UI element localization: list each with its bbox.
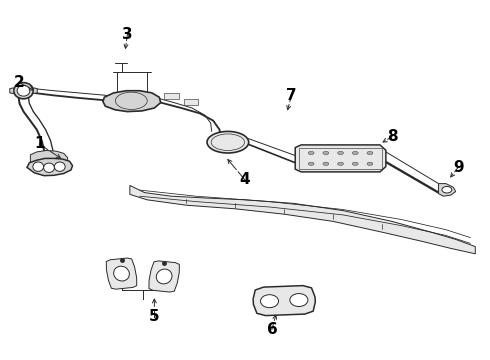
Polygon shape bbox=[30, 150, 68, 163]
Ellipse shape bbox=[352, 151, 358, 154]
Polygon shape bbox=[130, 185, 475, 254]
Polygon shape bbox=[106, 258, 137, 289]
Ellipse shape bbox=[14, 83, 33, 99]
Ellipse shape bbox=[308, 162, 314, 165]
Text: 6: 6 bbox=[267, 322, 277, 337]
Ellipse shape bbox=[156, 269, 172, 284]
Ellipse shape bbox=[338, 162, 343, 165]
Polygon shape bbox=[295, 145, 386, 172]
Polygon shape bbox=[164, 93, 179, 99]
Text: 7: 7 bbox=[286, 88, 297, 103]
Ellipse shape bbox=[367, 151, 373, 154]
Polygon shape bbox=[439, 184, 456, 196]
Ellipse shape bbox=[114, 266, 129, 281]
Ellipse shape bbox=[323, 162, 329, 165]
Ellipse shape bbox=[352, 162, 358, 165]
Text: 3: 3 bbox=[122, 27, 133, 42]
Ellipse shape bbox=[33, 162, 44, 171]
Text: 8: 8 bbox=[387, 129, 397, 144]
Ellipse shape bbox=[442, 186, 452, 193]
Polygon shape bbox=[184, 99, 198, 105]
Text: 1: 1 bbox=[34, 136, 45, 152]
Ellipse shape bbox=[17, 85, 30, 96]
Polygon shape bbox=[33, 88, 37, 94]
Ellipse shape bbox=[290, 293, 308, 306]
Polygon shape bbox=[103, 91, 161, 112]
Ellipse shape bbox=[308, 151, 314, 154]
Polygon shape bbox=[253, 285, 316, 316]
Text: 9: 9 bbox=[453, 160, 464, 175]
Ellipse shape bbox=[338, 151, 343, 154]
Polygon shape bbox=[149, 261, 179, 292]
Ellipse shape bbox=[54, 162, 65, 171]
Ellipse shape bbox=[44, 163, 54, 172]
Ellipse shape bbox=[261, 295, 278, 308]
Ellipse shape bbox=[323, 151, 329, 154]
Polygon shape bbox=[10, 88, 14, 94]
Text: 5: 5 bbox=[149, 309, 160, 324]
Ellipse shape bbox=[367, 162, 373, 165]
Ellipse shape bbox=[207, 131, 249, 153]
Polygon shape bbox=[27, 158, 73, 176]
Text: 4: 4 bbox=[240, 172, 250, 188]
Text: 2: 2 bbox=[14, 75, 25, 90]
